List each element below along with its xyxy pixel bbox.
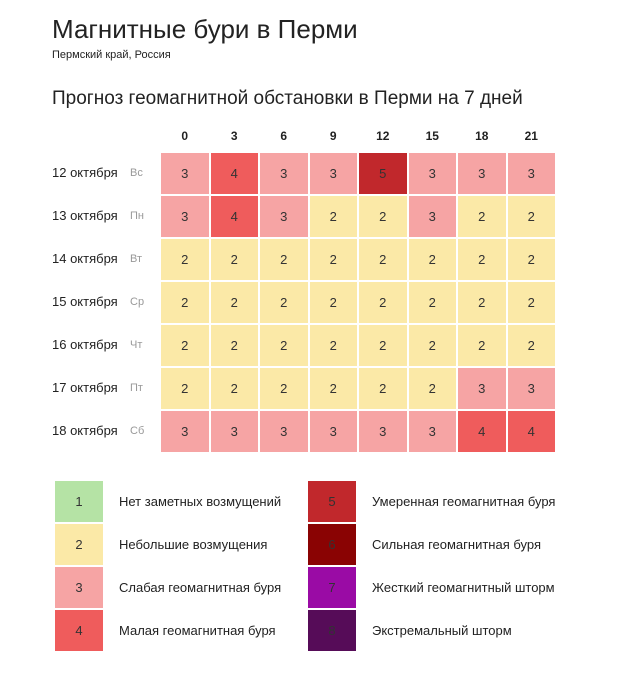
forecast-cell: 2 — [506, 281, 556, 324]
forecast-cell: 2 — [209, 238, 259, 281]
forecast-cell: 2 — [506, 195, 556, 238]
legend-swatch: 4 — [54, 609, 104, 652]
row-weekday: Пн — [130, 210, 144, 222]
row-date: 13 октября — [52, 208, 118, 223]
hour-header: 0 — [181, 129, 189, 143]
row-date: 12 октября — [52, 165, 118, 180]
hour-header: 21 — [524, 129, 538, 143]
forecast-cell: 3 — [407, 152, 457, 195]
forecast-cell: 3 — [308, 152, 358, 195]
forecast-cell: 2 — [407, 238, 457, 281]
row-date: 18 октября — [52, 423, 118, 438]
forecast-cell: 2 — [308, 281, 358, 324]
row-weekday: Ср — [130, 296, 145, 308]
forecast-cell: 3 — [259, 410, 309, 453]
forecast-cell: 2 — [358, 238, 408, 281]
forecast-cell: 2 — [160, 367, 210, 410]
forecast-cell: 3 — [160, 410, 210, 453]
legend-label: Небольшие возмущения — [119, 537, 268, 552]
forecast-cell: 2 — [358, 195, 408, 238]
forecast-cell: 2 — [506, 238, 556, 281]
forecast-cell: 2 — [308, 195, 358, 238]
forecast-cell: 2 — [358, 367, 408, 410]
forecast-cell: 2 — [259, 367, 309, 410]
legend-swatch: 2 — [54, 523, 104, 566]
forecast-cell: 2 — [506, 324, 556, 367]
page-title: Магнитные бури в Перми — [52, 14, 358, 44]
forecast-cell: 3 — [209, 410, 259, 453]
legend-swatch: 8 — [307, 609, 357, 652]
forecast-cell: 4 — [457, 410, 507, 453]
forecast-cell: 2 — [209, 367, 259, 410]
subtitle: Пермский край, Россия — [52, 49, 171, 61]
forecast-cell: 3 — [506, 152, 556, 195]
forecast-cell: 4 — [506, 410, 556, 453]
row-date: 17 октября — [52, 380, 118, 395]
forecast-cell: 3 — [506, 367, 556, 410]
forecast-cell: 2 — [160, 324, 210, 367]
forecast-cell: 3 — [407, 410, 457, 453]
section-title: Прогноз геомагнитной обстановки в Перми … — [52, 88, 523, 109]
legend-label: Умеренная геомагнитная буря — [372, 494, 556, 509]
forecast-cell: 2 — [259, 238, 309, 281]
forecast-cell: 2 — [457, 195, 507, 238]
legend-label: Сильная геомагнитная буря — [372, 537, 541, 552]
row-date: 15 октября — [52, 294, 118, 309]
forecast-cell: 2 — [457, 281, 507, 324]
forecast-cell: 2 — [407, 324, 457, 367]
legend-label: Слабая геомагнитная буря — [119, 580, 282, 595]
row-weekday: Чт — [130, 339, 143, 351]
forecast-cell: 2 — [209, 281, 259, 324]
forecast-cell: 4 — [209, 152, 259, 195]
forecast-cell: 2 — [308, 367, 358, 410]
hour-header: 6 — [280, 129, 288, 143]
forecast-cell: 2 — [407, 367, 457, 410]
forecast-cell: 3 — [407, 195, 457, 238]
forecast-cell: 2 — [457, 238, 507, 281]
legend-swatch: 6 — [307, 523, 357, 566]
legend-label: Жесткий геомагнитный шторм — [372, 580, 555, 595]
row-weekday: Вт — [130, 253, 143, 265]
forecast-cell: 3 — [308, 410, 358, 453]
forecast-cell: 5 — [358, 152, 408, 195]
legend-label: Нет заметных возмущений — [119, 494, 282, 509]
forecast-cell: 2 — [407, 281, 457, 324]
hour-header: 9 — [329, 129, 337, 143]
forecast-cell: 2 — [308, 238, 358, 281]
row-weekday: Пт — [130, 382, 143, 394]
row-date: 16 октября — [52, 337, 118, 352]
hour-header: 3 — [230, 129, 238, 143]
legend-label: Малая геомагнитная буря — [119, 623, 276, 638]
hour-header: 12 — [376, 129, 390, 143]
forecast-cell: 2 — [209, 324, 259, 367]
forecast-cell: 3 — [457, 367, 507, 410]
forecast-cell: 4 — [209, 195, 259, 238]
forecast-cell: 2 — [259, 281, 309, 324]
legend-swatch: 3 — [54, 566, 104, 609]
row-weekday: Сб — [130, 425, 145, 437]
hour-header: 18 — [475, 129, 489, 143]
forecast-cell: 3 — [358, 410, 408, 453]
forecast-cell: 2 — [259, 324, 309, 367]
forecast-cell: 2 — [457, 324, 507, 367]
row-weekday: Вс — [130, 167, 143, 179]
forecast-cell: 2 — [358, 324, 408, 367]
forecast-cell: 2 — [160, 238, 210, 281]
legend-swatch: 7 — [307, 566, 357, 609]
forecast-cell: 3 — [259, 195, 309, 238]
forecast-cell: 3 — [259, 152, 309, 195]
legend-label: Экстремальный шторм — [372, 623, 512, 638]
row-date: 14 октября — [52, 251, 118, 266]
legend-swatch: 1 — [54, 480, 104, 523]
hour-header: 15 — [425, 129, 439, 143]
forecast-cell: 3 — [160, 195, 210, 238]
forecast-cell: 2 — [308, 324, 358, 367]
forecast-cell: 3 — [160, 152, 210, 195]
forecast-cell: 3 — [457, 152, 507, 195]
legend-swatch: 5 — [307, 480, 357, 523]
forecast-cell: 2 — [358, 281, 408, 324]
forecast-cell: 2 — [160, 281, 210, 324]
